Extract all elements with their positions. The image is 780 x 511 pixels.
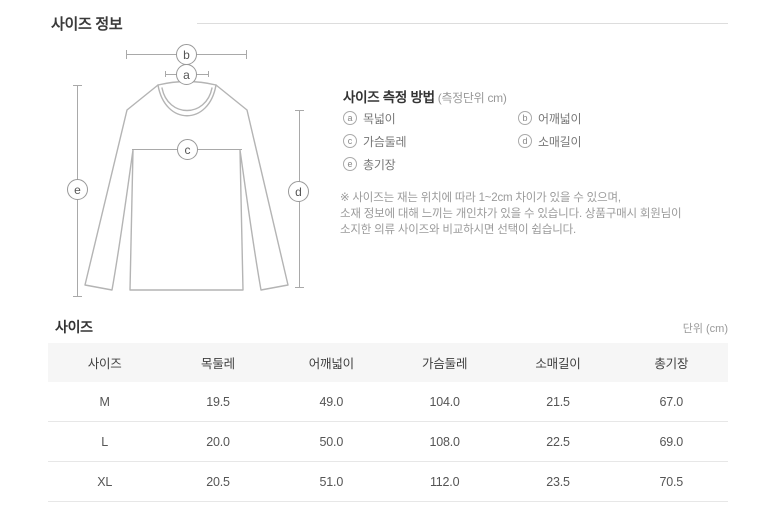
guide-item-label: 어깨넓이: [538, 111, 582, 126]
guide-item-shoulder-width: b 어깨넓이: [518, 110, 582, 126]
measure-tick: [73, 85, 82, 86]
measure-tick: [246, 50, 247, 59]
header-cell-size: 사이즈: [87, 357, 122, 371]
measure-label-e: e: [67, 179, 88, 200]
table-cell: XL: [97, 474, 113, 489]
measure-tick: [295, 287, 304, 288]
header-cell-sleeve: 소매길이: [535, 357, 581, 371]
table-cell: 19.5: [206, 394, 230, 409]
title-divider: [197, 23, 728, 24]
header-cell-length: 총기장: [654, 357, 689, 371]
measure-letter-b: b: [183, 47, 190, 62]
measure-letter-c: c: [184, 142, 191, 157]
measure-label-d: d: [288, 181, 309, 202]
table-cell: 51.0: [319, 474, 344, 489]
size-table-row-xl: XL 20.5 51.0 112.0 23.5 70.5: [48, 462, 728, 502]
circle-letter-icon: c: [343, 134, 357, 148]
measure-label-a: a: [176, 64, 197, 85]
measure-letter-e: e: [74, 182, 81, 197]
shirt-illustration: [84, 80, 289, 291]
guide-item-sleeve-length: d 소매길이: [518, 133, 582, 149]
page-title: 사이즈 정보: [51, 16, 123, 33]
notice-line: 소재 정보에 대해 느끼는 개인차가 있을 수 있습니다. 상품구매시 회원님이: [340, 208, 682, 220]
table-cell: 20.0: [206, 434, 230, 449]
size-table-row-l: L 20.0 50.0 108.0 22.5 69.0: [48, 422, 728, 462]
circle-letter-icon: e: [343, 157, 357, 171]
measure-tick: [126, 50, 127, 59]
measure-label-c: c: [177, 139, 198, 160]
guide-item-label: 총기장: [363, 157, 396, 172]
size-table: 사이즈 목둘레 어깨넓이 가슴둘레 소매길이 총기장 M 19.5 49.0 1…: [48, 343, 728, 502]
measure-tick: [208, 71, 209, 77]
measure-tick: [73, 296, 82, 297]
size-notice: ※ 사이즈는 재는 위치에 따라 1~2cm 차이가 있을 수 있으며, 소재 …: [340, 190, 770, 238]
table-cell: 104.0: [429, 394, 460, 409]
size-table-header-row: 사이즈 목둘레 어깨넓이 가슴둘레 소매길이 총기장: [48, 343, 728, 382]
guide-title-text: 사이즈 측정 방법: [343, 90, 435, 105]
guide-item-neck-width: a 목넓이: [343, 110, 396, 126]
header-cell-shoulder: 어깨넓이: [308, 357, 354, 371]
table-cell: 23.5: [546, 474, 570, 489]
circle-letter-icon: d: [518, 134, 532, 148]
table-cell: 22.5: [546, 434, 570, 449]
guide-unit-note: (측정단위 cm): [437, 91, 507, 105]
notice-line: 소지한 의류 사이즈와 비교하시면 선택이 쉽습니다.: [340, 224, 576, 236]
size-table-row-m: M 19.5 49.0 104.0 21.5 67.0: [48, 382, 728, 422]
table-cell: 112.0: [429, 474, 460, 489]
notice-line: ※ 사이즈는 재는 위치에 따라 1~2cm 차이가 있을 수 있으며,: [340, 192, 621, 204]
guide-item-total-length: e 총기장: [343, 156, 396, 172]
size-table-unit: 단위 (cm): [682, 323, 728, 335]
circle-letter-icon: a: [343, 111, 357, 125]
measure-tick: [295, 110, 304, 111]
shirt-collar-inner: [161, 87, 213, 112]
table-cell: 49.0: [319, 394, 344, 409]
table-cell: 108.0: [429, 434, 460, 449]
guide-title: 사이즈 측정 방법 (측정단위 cm): [343, 86, 507, 106]
table-cell: 50.0: [319, 434, 344, 449]
measure-letter-a: a: [183, 67, 190, 82]
table-cell: 20.5: [206, 474, 230, 489]
measure-tick: [165, 71, 166, 77]
circle-letter-icon: b: [518, 111, 532, 125]
table-cell: 21.5: [546, 394, 570, 409]
size-table-title: 사이즈: [55, 319, 93, 335]
table-cell: 67.0: [659, 394, 684, 409]
measure-letter-d: d: [295, 184, 302, 199]
shirt-neckline: [157, 84, 217, 117]
table-cell: 69.0: [659, 434, 684, 449]
guide-item-label: 가슴둘레: [363, 134, 407, 149]
header-cell-chest: 가슴둘레: [422, 357, 468, 371]
guide-item-chest: c 가슴둘레: [343, 133, 407, 149]
guide-item-label: 소매길이: [538, 134, 582, 149]
guide-item-label: 목넓이: [363, 111, 396, 126]
measure-label-b: b: [176, 44, 197, 65]
table-cell: M: [99, 394, 110, 409]
table-cell: L: [101, 434, 109, 449]
header-cell-neck: 목둘레: [201, 357, 235, 371]
shirt-outline: [84, 80, 289, 291]
table-cell: 70.5: [659, 474, 684, 489]
